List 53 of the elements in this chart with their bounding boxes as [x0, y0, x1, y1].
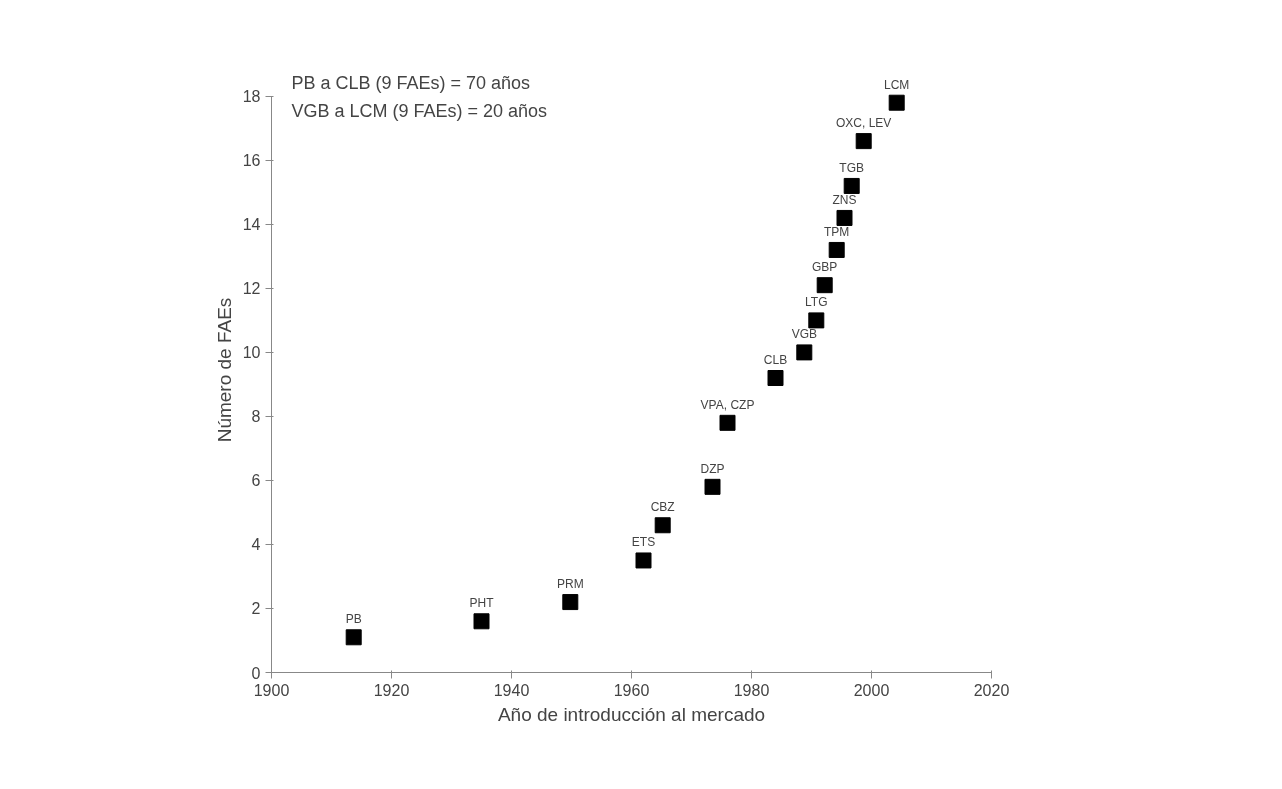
annotation: PHT: [469, 596, 495, 611]
y-tick-label: 4: [251, 536, 261, 554]
point: [654, 517, 671, 534]
point: [816, 277, 833, 294]
annotation: PB: [345, 612, 362, 627]
y-tick-label: 18: [242, 88, 261, 106]
annotation: VPA, CZP: [700, 397, 755, 412]
annotation: TGB: [839, 160, 865, 175]
point: [796, 344, 813, 361]
x-tick-label: 1920: [373, 681, 410, 699]
annotation: VGB a LCM (9 FAEs) = 20 años: [291, 100, 548, 121]
point: [808, 312, 825, 329]
x-tick-label: 2020: [973, 681, 1010, 699]
y-tick-label: 12: [242, 280, 261, 298]
annotation: ZNS: [832, 192, 857, 207]
y-tick-label: 6: [251, 472, 261, 490]
point: [828, 241, 845, 258]
point: [704, 478, 721, 495]
y-tick-label: 10: [242, 344, 261, 362]
annotation: GBP: [812, 260, 838, 275]
point: [345, 629, 362, 646]
x-tick-label: 1960: [613, 681, 650, 699]
annotation: CBZ: [650, 500, 675, 515]
text: PB a CLB (9 FAEs) = 70 años: [291, 72, 531, 93]
point: [767, 370, 784, 386]
point: [635, 552, 652, 569]
annotation: PRM: [556, 577, 584, 592]
annotation: DZP: [700, 461, 725, 476]
y-tick-label: 14: [242, 216, 261, 234]
annotation: TPM: [824, 224, 850, 239]
annotation: ETS: [631, 535, 656, 550]
annotation: LTG: [805, 295, 828, 310]
point: [562, 594, 579, 611]
x-axis-title: Año de introducción al mercado: [497, 703, 766, 725]
x-tick-label: 1980: [733, 681, 770, 699]
x-tick-label: 1940: [493, 681, 530, 699]
point: [855, 133, 872, 150]
annotation: VGB: [791, 327, 817, 342]
point: [843, 177, 860, 194]
point: [888, 94, 905, 111]
y-tick-label: 16: [242, 152, 261, 170]
point: [473, 613, 490, 630]
point: [836, 209, 853, 226]
annotation: OXC, LEV: [836, 116, 892, 131]
x-tick-label: 1900: [253, 681, 290, 699]
x-tick-label: 2000: [853, 681, 890, 699]
y-tick-label: 0: [251, 664, 261, 682]
y-tick-label: 8: [251, 408, 261, 426]
point: [719, 414, 736, 431]
annotation: LCM: [884, 77, 910, 92]
y-axis-title: Número de FAEs: [213, 297, 235, 443]
annotation: CLB: [763, 353, 788, 367]
y-tick-label: 2: [251, 600, 261, 618]
